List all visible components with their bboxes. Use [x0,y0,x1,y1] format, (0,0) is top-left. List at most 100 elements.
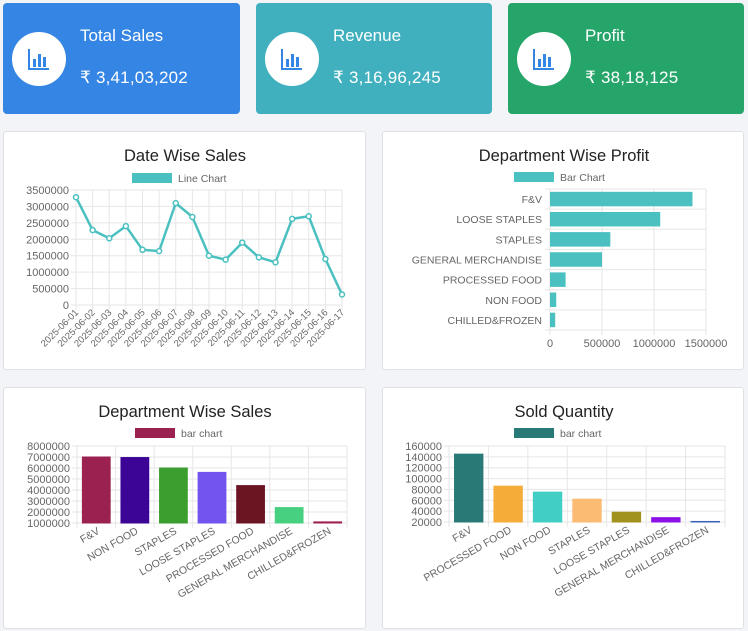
y-tick-label: 1000000 [27,518,70,530]
x-tick-label: F&V [451,524,475,545]
data-point [155,247,163,255]
kpi-icon-circle [265,32,319,86]
sold-quantity-chart: Sold Quantity bar chart 200004000060000800… [405,403,726,600]
kpi-title: Revenue [333,26,402,45]
date-wise-sales-chart: Date Wise Sales Line Chart 0 500000 1000000 1… [26,147,347,349]
bar [572,498,602,523]
x-tick-label: 1000000 [633,338,676,350]
y-tick-label: 3500000 [26,185,69,197]
y-tick-label: 0 [63,300,69,312]
data-point [106,235,113,242]
y-tick-label: 3000000 [27,496,70,508]
legend-swatch [135,428,175,438]
y-tick-label: 2000000 [26,234,69,246]
bar [550,191,693,207]
x-tick-label: F&V [78,525,102,546]
y-tick-label: 500000 [32,284,69,296]
y-tick-label: 60000 [411,495,442,507]
bar [454,453,484,523]
y-tick-label: 1000000 [26,267,69,279]
x-tick-label: 1500000 [685,338,728,350]
kpi-title: Total Sales [80,26,164,45]
bar [274,507,304,524]
y-tick-label: 160000 [405,441,442,453]
data-point [255,254,263,261]
x-tick-label: 500000 [584,338,621,350]
y-tick-label: PROCESSED FOOD [443,275,543,287]
legend-label: Line Chart [178,173,227,185]
data-point [205,252,213,259]
kpi-card-revenue: Revenue ₹ 3,16,96,245 [256,3,492,114]
legend-swatch [514,428,554,438]
y-tick-label: 20000 [411,517,442,529]
bar [532,491,563,523]
bar [690,520,720,523]
kpi-card-profit: Profit ₹ 38,18,125 [508,3,744,114]
data-point [89,226,96,234]
data-point [122,222,130,230]
data-point [189,213,196,221]
legend-label: Bar Chart [560,172,605,184]
bar [313,521,343,524]
chart-title: Department Wise Profit [479,147,650,165]
data-point [239,239,246,246]
y-tick-label: STAPLES [496,234,543,246]
bar [550,292,557,308]
bar [550,232,611,247]
y-tick-label: 8000000 [27,441,70,453]
bar [651,517,681,523]
date-wise-sales-panel: Date Wise Sales Line Chart 0 500000 1000000 1… [3,131,366,370]
y-tick-label: 120000 [405,463,442,475]
data-point [139,246,146,254]
data-point [172,199,179,207]
y-tick-label: 4000000 [27,485,70,497]
y-tick-label: LOOSE STAPLES [456,214,542,226]
bar [550,252,602,267]
data-point [272,259,279,266]
bar [550,312,556,328]
bar [550,272,566,287]
bar-chart-icon [281,49,302,70]
y-tick-label: F&V [522,194,542,206]
x-tick-label: 0 [547,338,553,350]
y-tick-label: CHILLED&FROZEN [447,315,542,327]
bar [550,211,661,227]
bar [120,457,150,524]
kpi-value: ₹ 3,16,96,245 [333,68,441,87]
kpi-icon-circle [517,32,571,86]
bar [81,456,111,524]
y-tick-label: 2500000 [26,218,69,230]
department-wise-sales-panel: Department Wise Sales bar chart 1000000 200… [3,387,366,629]
y-tick-label: 80000 [411,484,442,496]
department-wise-sales-chart: Department Wise Sales bar chart 1000000200… [27,403,348,601]
y-tick-label: GENERAL MERCHANDISE [412,255,542,267]
bar [159,467,188,524]
y-tick-label: 1500000 [26,251,69,263]
chart-title: Date Wise Sales [124,147,246,165]
sold-quantity-panel: Sold Quantity bar chart 20000 40000 60000 800… [382,387,744,629]
y-tick-label: 40000 [411,506,442,518]
kpi-icon-circle [12,32,66,86]
department-wise-profit-chart: Department Wise Profit Bar Chart 0 500000 10… [412,147,728,350]
bar-chart-icon [533,49,554,70]
kpi-card-total-sales: Total Sales ₹ 3,41,03,202 [3,3,240,114]
data-point [72,193,80,201]
legend-swatch [514,172,554,182]
legend-swatch [132,173,172,183]
bar [493,485,523,523]
bar [197,471,227,524]
data-point [338,291,346,298]
kpi-value: ₹ 38,18,125 [585,68,679,87]
legend-label: bar chart [181,428,223,440]
chart-title: Department Wise Sales [98,403,271,421]
data-point [288,215,296,223]
chart-title: Sold Quantity [514,403,614,421]
y-tick-label: 140000 [405,452,442,464]
kpi-title: Profit [585,26,625,45]
y-tick-label: 7000000 [27,452,70,464]
kpi-value: ₹ 3,41,03,202 [80,68,188,87]
y-tick-label: 5000000 [27,474,70,486]
data-point [322,255,329,263]
bar-chart-icon [28,49,49,70]
y-tick-label: 3000000 [26,201,69,213]
